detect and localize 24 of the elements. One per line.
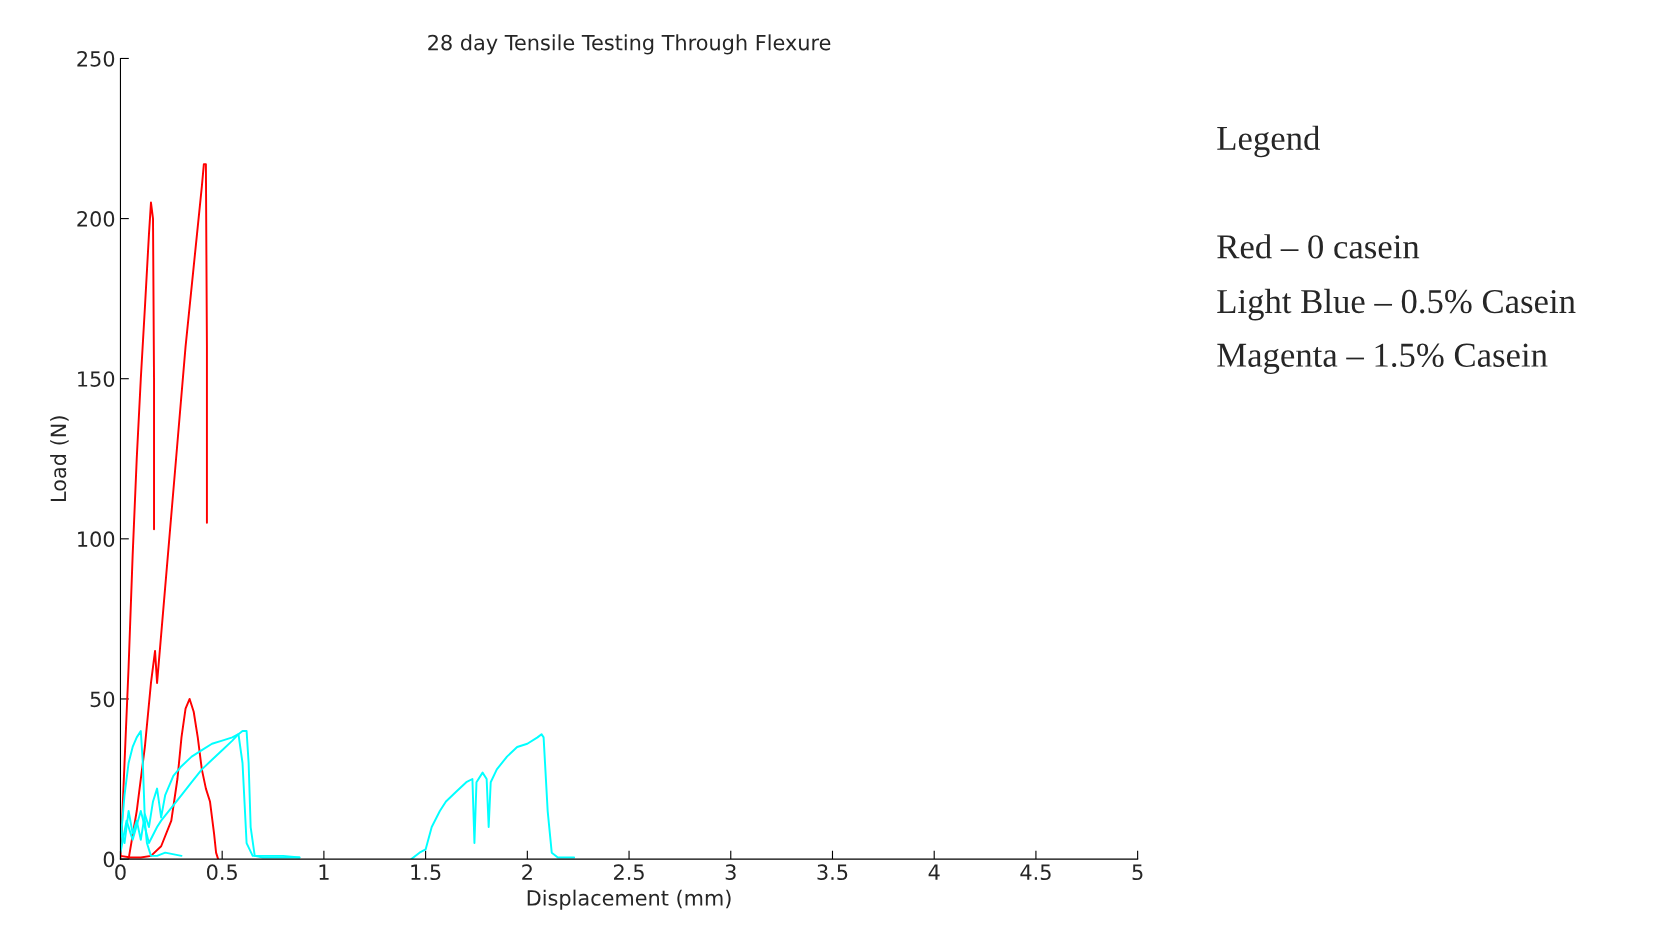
x-tick-label: 4 — [928, 864, 940, 880]
x-tick-label: 4.5 — [1020, 864, 1051, 881]
text: Legend — [1217, 125, 1320, 158]
x-tick-label: 1.5 — [411, 864, 441, 881]
y-tick-label: 100 — [78, 531, 115, 548]
x-tick-label: 2 — [522, 864, 532, 880]
text: Light Blue – 0.5% Casein — [1217, 288, 1576, 321]
y-tick-label: 150 — [78, 371, 115, 387]
x-tick-label: 1 — [319, 864, 329, 880]
x-tick-label: 2.5 — [614, 864, 644, 881]
text: Red – 0 casein — [1217, 234, 1420, 259]
chart-title: 28 day Tensile Testing Through Flexure — [428, 34, 831, 55]
x-tick-label: 5 — [1132, 864, 1143, 881]
y-tick-label: 0 — [103, 851, 115, 868]
y-tick-label: 250 — [77, 50, 115, 67]
y-axis-title: Load (N) — [50, 416, 69, 501]
x-tick-label: 0.5 — [206, 864, 237, 881]
x-tick-label: 3 — [725, 864, 736, 881]
x-tick-label: 0 — [115, 864, 126, 881]
y-tick-label: 50 — [90, 691, 115, 708]
y-tick-label: 200 — [77, 211, 115, 227]
x-axis-title: Displacement (mm) — [527, 889, 731, 910]
x-tick-label: 3.5 — [817, 864, 848, 881]
text: Magenta – 1.5% Casein — [1217, 343, 1548, 375]
